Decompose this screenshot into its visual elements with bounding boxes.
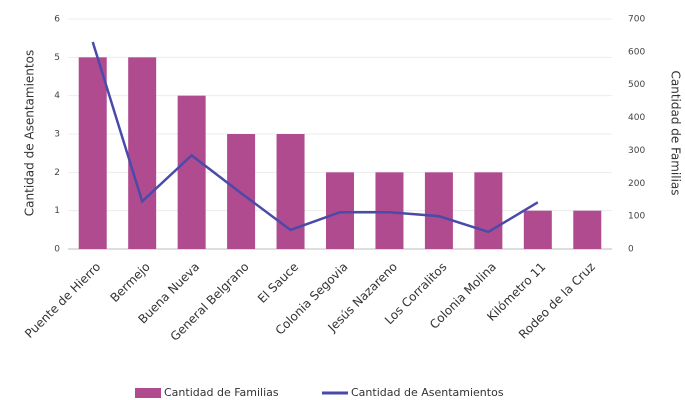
legend-label: Cantidad de Familias [164,386,279,399]
y2-tick-label: 100 [628,212,645,222]
y2-tick-label: 600 [628,47,645,57]
y-tick-label: 4 [54,91,60,101]
y-tick-label: 3 [54,130,60,140]
y2-tick-label: 500 [628,80,645,90]
legend-label: Cantidad de Asentamientos [351,386,504,399]
bar [78,57,107,250]
y2-tick-label: 400 [628,113,645,123]
bar [573,210,602,249]
y-axis-title: Cantidad de Asentamientos [23,50,37,216]
legend-swatch [135,388,161,398]
bar [474,172,503,249]
bar [375,172,404,249]
x-tick-label: Puente de Hierro [22,260,103,341]
y-tick-label: 6 [54,15,60,25]
bar [326,172,354,249]
bar [523,210,552,249]
y-tick-label: 5 [54,53,60,63]
y-tick-label: 0 [54,245,60,255]
x-tick-label: Bermejo [107,260,152,305]
y2-tick-label: 0 [628,245,634,255]
y2-tick-label: 200 [628,179,645,189]
bar [227,134,256,249]
line [91,41,539,234]
x-tick-label: El Sauce [255,260,301,306]
bar [424,172,453,249]
y-tick-label: 2 [54,168,60,178]
y2-axis-title: Cantidad de Familias [669,70,683,195]
y2-tick-label: 300 [628,146,645,156]
bar [276,134,305,249]
y2-tick-label: 700 [628,15,645,25]
bar [128,57,157,250]
bar [177,95,206,250]
y-tick-label: 1 [54,206,60,216]
